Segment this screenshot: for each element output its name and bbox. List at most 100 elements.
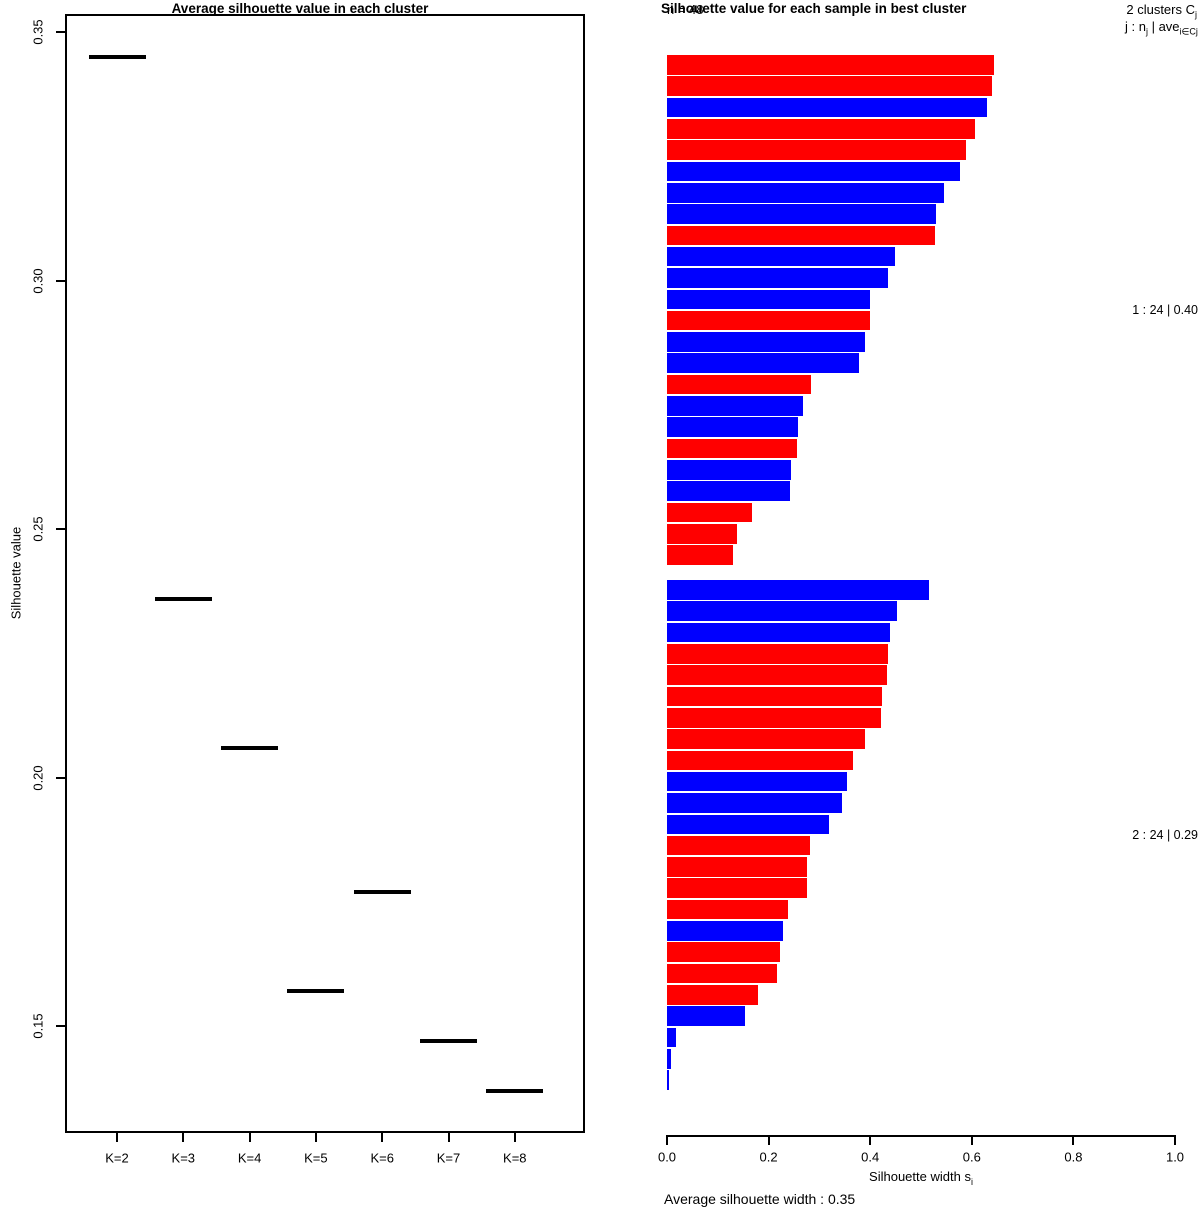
x-tick-label: K=2 [105,1150,129,1166]
sample-count-label: n = 48 [667,2,704,17]
silhouette-bar [667,97,987,118]
silhouette-bar [667,289,871,310]
silhouette-bar [667,502,752,523]
silhouette-bar [667,814,829,835]
silhouette-bar [667,686,882,707]
x-tick-mark [1072,1136,1075,1145]
x-tick-mark [767,1136,770,1145]
silhouette-bar [667,985,759,1005]
x-tick-label: K=7 [436,1150,461,1166]
y-tick-label: 0.35 [30,19,46,45]
x-tick-mark [116,1133,118,1142]
silhouette-bar [667,878,807,899]
silhouette-bar [667,857,808,877]
avg-segment-k3 [154,596,212,601]
cluster-legend-line1: 2 clusters Cj [1126,2,1197,20]
x-tick-mark [248,1133,251,1142]
x-tick-mark [182,1133,185,1142]
silhouette-bar [667,396,804,416]
silhouette-bar [667,161,961,182]
x-tick-mark [447,1133,450,1142]
silhouette-bar [667,1070,669,1090]
x-tick-label: 0.4 [861,1149,880,1165]
y-tick-mark [56,1025,65,1027]
silhouette-bar [667,332,866,352]
y-tick-label: 0.15 [30,1013,46,1039]
left-chart-title: Average silhouette value in each cluster [171,1,429,16]
silhouette-bar [667,729,866,749]
avg-segment-k6 [353,889,411,894]
x-tick-mark [314,1133,317,1142]
silhouette-bar [667,310,871,331]
silhouette-bar [667,921,783,941]
silhouette-bar [667,942,780,963]
silhouette-bar [667,246,896,267]
silhouette-bar [667,204,937,224]
silhouette-bar [667,771,847,792]
silhouette-bar [667,268,888,288]
silhouette-bar [667,750,853,771]
x-tick-label: 0.0 [657,1149,677,1165]
silhouette-bar [667,793,842,813]
right-chart-title: Silhouette value for each sample in best… [661,1,967,16]
x-tick-label: K=3 [171,1150,196,1166]
silhouette-bar [667,118,975,139]
x-tick-mark [666,1136,668,1145]
silhouette-bar [667,225,936,246]
left-y-axis-label: Silhouette value [8,526,24,620]
cluster-label-2: 2 : 24 | 0.29 [1132,827,1198,842]
silhouette-bar [667,835,810,856]
x-tick-mark [381,1133,384,1142]
silhouette-bar [667,665,888,685]
x-tick-mark [513,1133,516,1142]
silhouette-bar [667,460,791,480]
silhouette-bar [667,417,799,438]
y-tick-label: 0.30 [30,267,46,294]
silhouette-bar [667,524,738,544]
silhouette-bar [667,1027,676,1048]
silhouette-bar [667,182,944,203]
silhouette-bar [667,1049,671,1069]
silhouette-bar [667,601,898,621]
x-tick-label: 0.6 [962,1149,981,1165]
x-tick-label: 1.0 [1165,1149,1185,1165]
silhouette-bar [667,76,993,96]
avg-segment-k7 [420,1038,477,1043]
y-tick-label: 0.25 [30,516,46,542]
silhouette-bar [667,622,890,643]
x-tick-label: K=8 [503,1150,527,1166]
silhouette-bar [667,707,881,728]
x-axis-label: Silhouette width si [869,1169,973,1187]
avg-segment-k5 [287,989,345,994]
x-tick-mark [970,1136,973,1145]
silhouette-bar [667,545,734,565]
x-tick-label: 0.8 [1064,1149,1083,1165]
left-plot-box [65,14,585,1133]
silhouette-bar [667,643,888,664]
avg-segment-k4 [221,745,279,750]
silhouette-bar [667,481,790,501]
y-tick-mark [56,31,65,33]
silhouette-bar [667,963,778,984]
avg-segment-k8 [486,1088,544,1093]
average-width-subtitle: Average silhouette width : 0.35 [664,1191,856,1207]
cluster-legend-line2: j : nj | avei∈Cj si [1125,19,1198,37]
silhouette-bar [667,899,788,920]
silhouette-bar [667,438,798,459]
silhouette-bar [667,140,967,160]
y-tick-mark [56,776,65,779]
silhouette-bar [667,374,812,395]
y-tick-mark [56,528,65,530]
y-tick-label: 0.20 [30,764,46,791]
avg-segment-k2 [88,54,146,59]
x-tick-label: 0.2 [759,1149,778,1165]
x-tick-label: K=5 [304,1150,328,1166]
silhouette-bar [667,55,994,75]
silhouette-bar [667,580,929,600]
y-tick-mark [56,279,65,282]
x-tick-mark [1174,1136,1176,1145]
x-tick-label: K=4 [237,1150,262,1166]
cluster-label-1: 1 : 24 | 0.40 [1132,302,1198,317]
silhouette-bar [667,353,859,374]
